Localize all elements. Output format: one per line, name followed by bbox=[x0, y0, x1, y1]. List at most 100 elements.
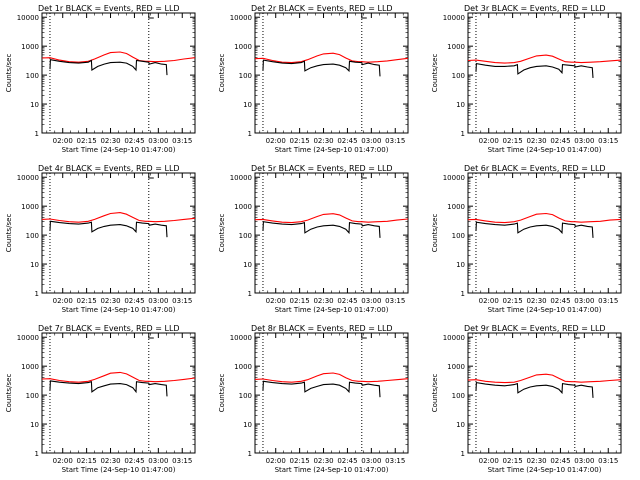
x-tick-label: 03:15 bbox=[385, 137, 405, 145]
x-tick-label: 02:30 bbox=[100, 457, 120, 465]
y-tick-label: 10 bbox=[456, 261, 465, 269]
events-rate-line bbox=[262, 380, 381, 398]
y-tick-label: 10 bbox=[456, 101, 465, 109]
panel-title: Det 8r BLACK = Events, RED = LLD bbox=[251, 324, 393, 333]
x-tick-label: 02:45 bbox=[550, 297, 570, 305]
x-axis-label: Start Time (24-Sep-10 01:47:00) bbox=[62, 146, 176, 154]
y-axis-label: Counts/sec bbox=[431, 214, 439, 253]
y-tick-label: 1 bbox=[248, 450, 252, 458]
events-rate-line bbox=[49, 59, 168, 76]
panel-title: Det 2r BLACK = Events, RED = LLD bbox=[251, 4, 393, 13]
y-tick-label: 10000 bbox=[443, 174, 465, 182]
detector-panel-3: Det 3r BLACK = Events, RED = LLD 1 10 100 10… bbox=[431, 4, 622, 154]
events-rate-line bbox=[49, 380, 168, 397]
y-tick-label: 100 bbox=[452, 232, 465, 240]
x-axis-label: Start Time (24-Sep-10 01:47:00) bbox=[62, 466, 176, 474]
y-tick-label: 100 bbox=[239, 392, 252, 400]
x-axis-label: Start Time (24-Sep-10 01:47:00) bbox=[488, 146, 602, 154]
y-tick-label: 10 bbox=[30, 101, 39, 109]
lld-rate-line bbox=[254, 213, 409, 224]
y-tick-label: 100 bbox=[26, 72, 39, 80]
x-tick-label: 02:00 bbox=[479, 297, 499, 305]
x-tick-label: 03:00 bbox=[574, 297, 594, 305]
lld-rate-line bbox=[254, 52, 409, 64]
y-tick-label: 10000 bbox=[443, 14, 465, 22]
x-tick-label: 02:00 bbox=[53, 137, 73, 145]
bracket-marker bbox=[361, 333, 367, 339]
x-tick-label: 03:15 bbox=[598, 137, 618, 145]
y-tick-label: 1000 bbox=[21, 203, 39, 211]
x-tick-label: 03:15 bbox=[385, 297, 405, 305]
y-tick-label: 1000 bbox=[447, 43, 465, 51]
x-tick-label: 02:30 bbox=[313, 457, 333, 465]
x-tick-label: 03:00 bbox=[148, 137, 168, 145]
bracket-marker bbox=[148, 173, 154, 179]
y-tick-label: 10 bbox=[30, 421, 39, 429]
x-tick-label: 02:00 bbox=[53, 297, 73, 305]
detector-panel-2: Det 2r BLACK = Events, RED = LLD 1 10 100 10… bbox=[218, 4, 409, 154]
bracket-marker bbox=[148, 13, 154, 19]
x-tick-label: 02:45 bbox=[337, 457, 357, 465]
x-tick-label: 02:30 bbox=[526, 457, 546, 465]
detector-panel-4: Det 4r BLACK = Events, RED = LLD 1 10 100 10… bbox=[5, 164, 196, 314]
events-rate-line bbox=[262, 59, 381, 77]
x-tick-label: 03:00 bbox=[148, 297, 168, 305]
x-tick-label: 03:00 bbox=[574, 137, 594, 145]
y-tick-label: 1 bbox=[35, 290, 39, 298]
y-tick-label: 1000 bbox=[447, 363, 465, 371]
y-tick-label: 1 bbox=[35, 450, 39, 458]
lld-rate-line bbox=[467, 54, 622, 64]
lld-rate-line bbox=[467, 212, 622, 224]
bracket-marker bbox=[574, 13, 580, 19]
x-tick-label: 02:30 bbox=[526, 297, 546, 305]
y-tick-label: 1000 bbox=[21, 363, 39, 371]
x-tick-label: 03:15 bbox=[172, 137, 192, 145]
x-axis-label: Start Time (24-Sep-10 01:47:00) bbox=[488, 306, 602, 314]
panel-title: Det 7r BLACK = Events, RED = LLD bbox=[38, 324, 180, 333]
x-tick-label: 02:00 bbox=[53, 457, 73, 465]
detector-panel-6: Det 6r BLACK = Events, RED = LLD 1 10 100 10… bbox=[431, 164, 622, 314]
y-tick-label: 100 bbox=[26, 392, 39, 400]
x-tick-label: 03:15 bbox=[385, 457, 405, 465]
x-tick-label: 03:00 bbox=[361, 297, 381, 305]
x-axis-label: Start Time (24-Sep-10 01:47:00) bbox=[275, 146, 389, 154]
x-tick-label: 02:45 bbox=[124, 297, 144, 305]
y-tick-label: 100 bbox=[239, 232, 252, 240]
detector-panel-5: Det 5r BLACK = Events, RED = LLD 1 10 100 10… bbox=[218, 164, 409, 314]
x-tick-label: 02:15 bbox=[290, 457, 310, 465]
y-tick-label: 1 bbox=[461, 290, 465, 298]
x-tick-label: 03:15 bbox=[172, 457, 192, 465]
x-tick-label: 02:45 bbox=[550, 137, 570, 145]
y-axis-label: Counts/sec bbox=[5, 214, 13, 253]
y-tick-label: 1000 bbox=[21, 43, 39, 51]
x-tick-label: 03:15 bbox=[598, 297, 618, 305]
events-rate-line bbox=[49, 220, 168, 238]
panel-title: Det 3r BLACK = Events, RED = LLD bbox=[464, 4, 606, 13]
y-tick-label: 10 bbox=[243, 261, 252, 269]
x-tick-label: 03:00 bbox=[361, 457, 381, 465]
lld-rate-line bbox=[41, 51, 196, 63]
y-axis-label: Counts/sec bbox=[5, 54, 13, 93]
x-tick-label: 02:45 bbox=[550, 457, 570, 465]
y-tick-label: 1 bbox=[248, 290, 252, 298]
y-tick-label: 10000 bbox=[17, 174, 39, 182]
detector-panel-1: Det 1r BLACK = Events, RED = LLD 1 10 100 10… bbox=[5, 4, 196, 154]
y-tick-label: 1 bbox=[35, 130, 39, 138]
y-tick-label: 10000 bbox=[443, 334, 465, 342]
y-tick-label: 10 bbox=[243, 421, 252, 429]
x-tick-label: 02:30 bbox=[100, 297, 120, 305]
y-tick-label: 10000 bbox=[230, 174, 252, 182]
bracket-marker bbox=[361, 13, 367, 19]
x-axis-label: Start Time (24-Sep-10 01:47:00) bbox=[488, 466, 602, 474]
x-tick-label: 02:15 bbox=[77, 297, 97, 305]
y-tick-label: 10 bbox=[243, 101, 252, 109]
y-tick-label: 100 bbox=[452, 392, 465, 400]
y-tick-label: 1000 bbox=[234, 203, 252, 211]
x-tick-label: 02:00 bbox=[266, 137, 286, 145]
y-tick-label: 1000 bbox=[234, 43, 252, 51]
y-tick-label: 10 bbox=[456, 421, 465, 429]
panel-title: Det 5r BLACK = Events, RED = LLD bbox=[251, 164, 393, 173]
x-tick-label: 02:15 bbox=[503, 297, 523, 305]
lld-rate-line bbox=[467, 373, 622, 384]
